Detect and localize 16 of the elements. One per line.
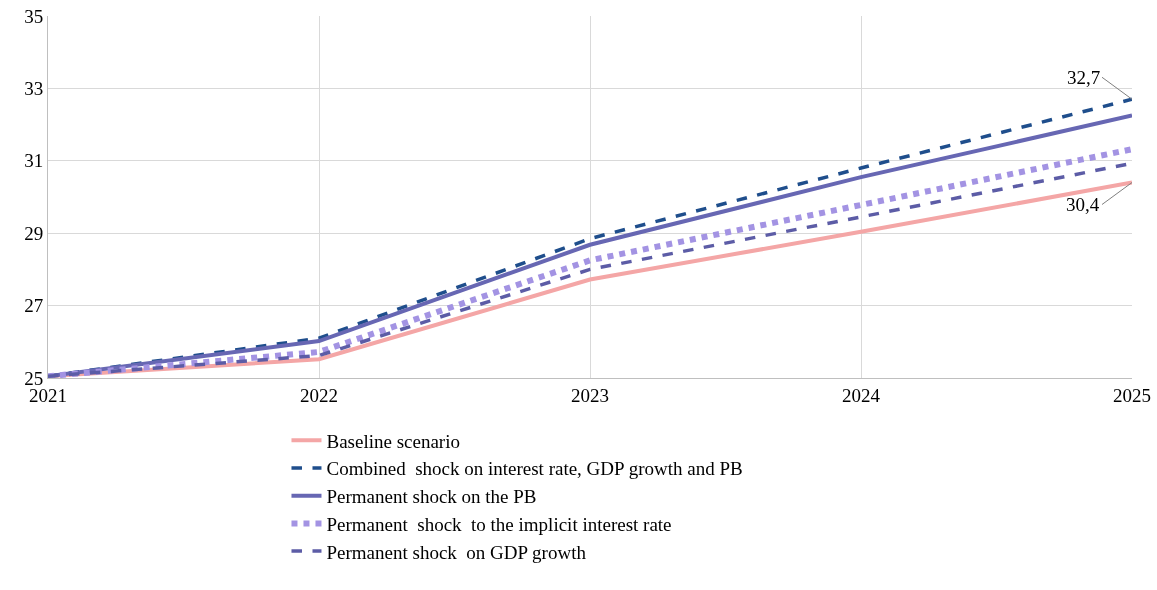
x-tick-label: 2022 [300,384,338,406]
x-tick-label: 2025 [1113,384,1151,406]
y-tick-label: 31 [24,150,44,172]
legend-label: Baseline scenario [326,430,460,452]
legend-label: Combined shock on interest rate, GDP growth and PB [326,458,743,480]
x-tick-label: 2024 [842,384,881,406]
annotation: 30,4 [1066,194,1100,215]
y-tick-label: 27 [24,295,44,317]
y-tick-label: 35 [24,5,44,27]
y-tick-label: 33 [24,78,44,100]
legend-label: Permanent shock on GDP growth [326,541,587,563]
x-tick-label: 2023 [571,384,609,406]
legend-label: Permanent shock to the implicit interest rate [326,513,672,535]
legend-label: Permanent shock on the PB [326,486,537,508]
annotation: 32,7 [1067,67,1101,88]
y-tick-label: 29 [24,222,44,244]
